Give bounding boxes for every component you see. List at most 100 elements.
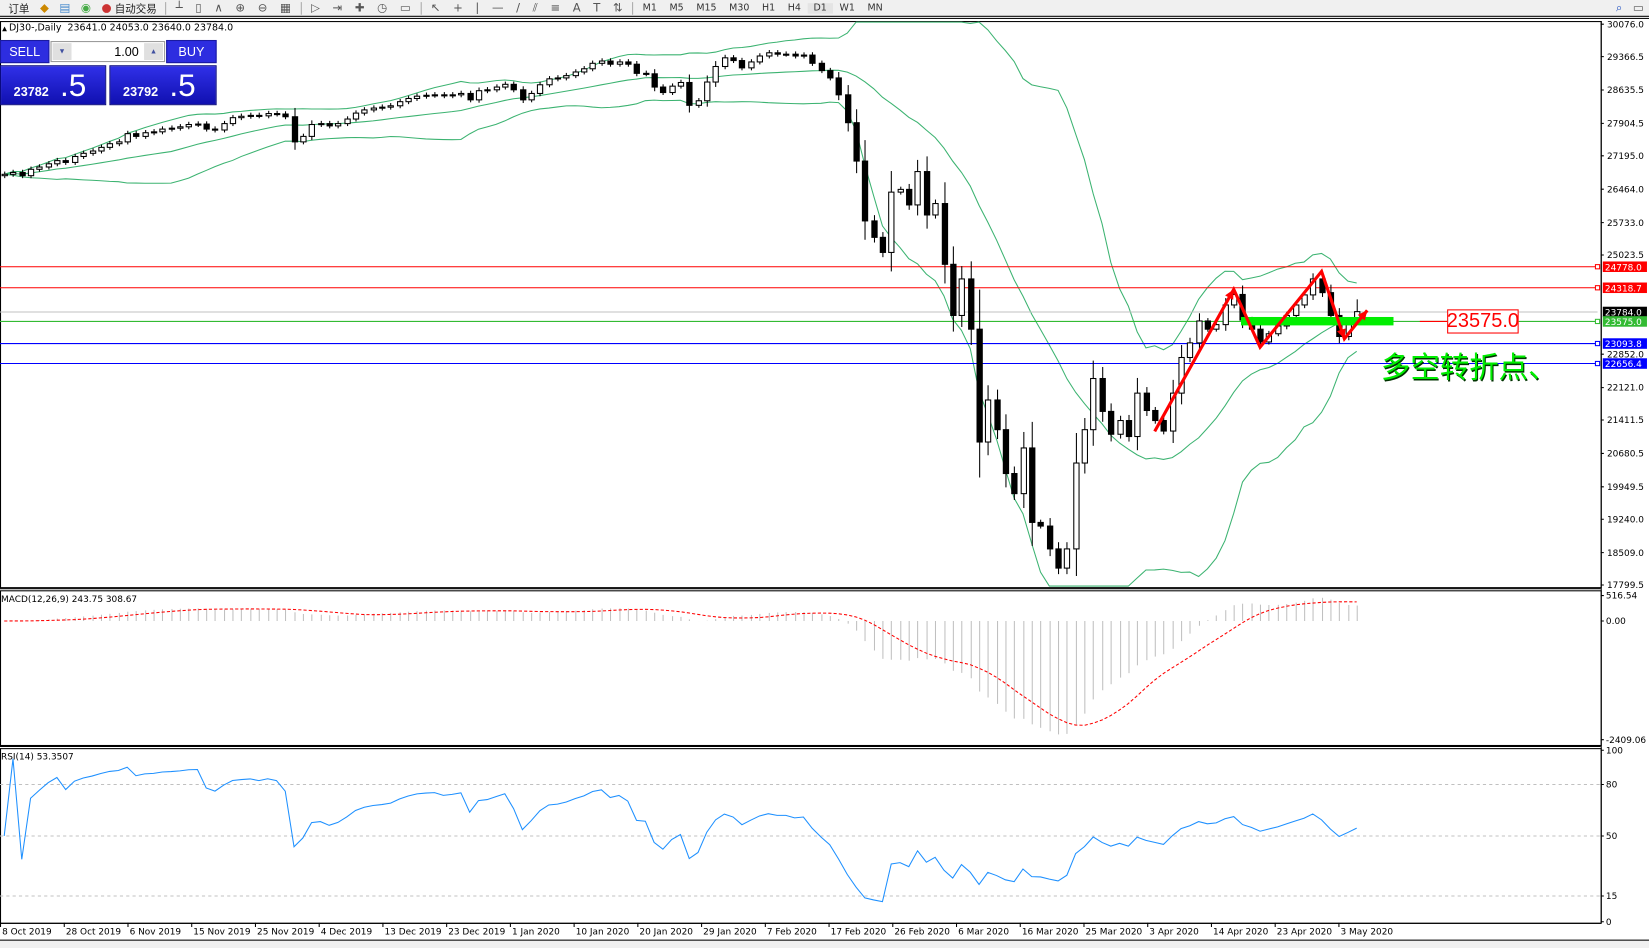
search-icon[interactable]: ⌕ [1615, 0, 1623, 15]
candle [572, 69, 579, 79]
rsi-tick-label: 100 [1606, 746, 1623, 756]
toolbar-button-signal[interactable]: ◉ [76, 0, 97, 16]
time-tick-label: 15 Nov 2019 [193, 927, 251, 937]
candle-body [423, 94, 430, 97]
candle-body [150, 131, 158, 134]
timeframe-m5[interactable]: M5 [669, 2, 684, 14]
timeframe-m1[interactable]: M1 [642, 2, 657, 14]
candle [1055, 542, 1062, 575]
volume-down-icon[interactable]: ▼ [52, 43, 72, 60]
text-label-icon[interactable]: T [593, 1, 601, 15]
candle [625, 59, 632, 67]
candle [659, 84, 667, 96]
candle-body [800, 54, 808, 57]
toolbar-button-market-watch[interactable]: ◆ [35, 0, 54, 16]
chat-icon[interactable]: ▭ [1632, 1, 1644, 15]
candle [19, 169, 26, 179]
buy-button[interactable]: BUY [166, 39, 217, 64]
toolbar-button-auto-trading[interactable]: ● 自动交易 [96, 0, 162, 16]
candlestick-icon[interactable]: ▯ [195, 1, 202, 15]
candle [291, 107, 299, 150]
candle-body [185, 123, 192, 128]
candle-body [80, 152, 87, 158]
timeframe-w1[interactable]: W1 [839, 2, 855, 14]
timeframe-h4[interactable]: H4 [787, 2, 801, 14]
tile-windows-icon[interactable]: ▦ [280, 1, 291, 15]
candle-body [1107, 410, 1115, 435]
timeframe-d1[interactable]: D1 [807, 2, 834, 14]
candle-body [1011, 473, 1018, 495]
time-tick-label: 4 Dec 2019 [321, 927, 373, 937]
candle [554, 75, 562, 82]
fibonacci-icon[interactable]: ≡ [550, 1, 561, 15]
line-chart-icon[interactable]: ∧ [214, 1, 223, 15]
collapse-triangle-icon[interactable]: ▲ [2, 25, 9, 33]
text-icon[interactable]: A [572, 1, 581, 15]
indicators-icon[interactable]: ✚ [354, 1, 365, 15]
candle [1002, 414, 1010, 488]
volume-up-icon[interactable]: ▲ [144, 43, 164, 60]
periods-icon[interactable]: ◷ [377, 1, 388, 15]
equidistant-channel-icon[interactable]: ⫽ [532, 0, 538, 15]
candle-body [344, 118, 351, 125]
candle [318, 120, 325, 127]
zoom-out-icon[interactable]: ⊖ [257, 1, 268, 15]
candle [651, 69, 658, 92]
candle-body [413, 95, 421, 100]
candle [1186, 337, 1194, 363]
templates-icon[interactable]: ▭ [399, 1, 411, 15]
candle [247, 112, 254, 119]
candle [256, 112, 263, 119]
volume-input[interactable]: 1.00 [114, 44, 139, 59]
candle-body [142, 132, 149, 137]
candle-body [493, 86, 501, 91]
sell-price-button[interactable]: 23782 .5 [0, 65, 107, 106]
candle [458, 90, 465, 98]
candle-body [643, 72, 650, 75]
timeframe-mn[interactable]: MN [867, 2, 883, 14]
price-annotation-label[interactable]: 23575.0 [1446, 309, 1520, 334]
toolbar-button-new-order[interactable]: 订单 [0, 0, 35, 16]
cursor-icon[interactable]: ↖ [430, 1, 441, 15]
candle [686, 74, 693, 113]
time-tick-label: 29 Jan 2020 [703, 927, 757, 937]
time-tick-label: 6 Nov 2019 [130, 927, 182, 937]
trendline-icon[interactable]: / [516, 1, 521, 15]
candle [1152, 406, 1159, 424]
candle [748, 59, 755, 71]
arrows-icon[interactable]: ⇅ [613, 1, 623, 15]
price-tick-label: 19949.5 [1607, 483, 1644, 493]
timeframe-m30[interactable]: M30 [729, 2, 750, 14]
candle [510, 81, 517, 93]
autoscroll-icon[interactable]: ▷ [310, 1, 320, 15]
buy-price-button[interactable]: 23792 .5 [109, 65, 217, 106]
candle-body [1046, 525, 1054, 550]
candle [168, 125, 176, 132]
vertical-line-icon[interactable]: | [475, 1, 480, 15]
zoom-in-icon[interactable]: ⊕ [235, 1, 246, 15]
candle [211, 126, 219, 133]
arrow-head-icon [1225, 289, 1234, 300]
bar-chart-icon[interactable]: ┴ [175, 1, 183, 15]
time-tick-label: 7 Feb 2020 [767, 927, 817, 937]
candle [45, 161, 53, 170]
candle [397, 98, 404, 109]
timeframe-h1[interactable]: H1 [761, 2, 776, 14]
chart-shift-icon[interactable]: ⇥ [332, 1, 343, 15]
candle-body [1020, 447, 1027, 495]
candle [300, 133, 307, 145]
candle [633, 61, 640, 77]
horizontal-line-icon[interactable]: — [491, 1, 504, 15]
rsi-title: RSI(14) 53.3507 [1, 753, 74, 763]
chart-symbol: DJ30-,Daily [8, 23, 62, 34]
price-label-bg [1602, 282, 1647, 294]
turning-point-note[interactable]: 多空转折点、 [1380, 350, 1558, 386]
crosshair-icon[interactable]: + [453, 1, 463, 15]
candle-body [361, 109, 368, 114]
candle [352, 110, 360, 122]
macd-tick-label: 516.54 [1606, 592, 1638, 602]
toolbar-button-navigator[interactable]: ▤ [54, 0, 75, 16]
sell-button[interactable]: SELL [0, 39, 50, 64]
timeframe-m15[interactable]: M15 [696, 2, 717, 14]
